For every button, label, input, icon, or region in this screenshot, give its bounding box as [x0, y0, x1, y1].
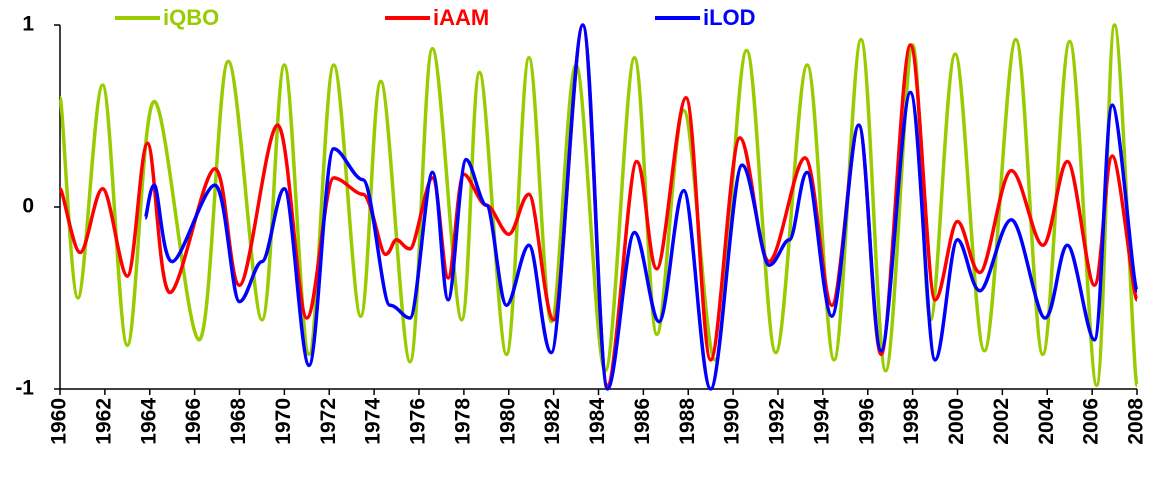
x-tick-label: 1964 — [137, 398, 160, 445]
x-tick-label: 1988 — [676, 398, 699, 445]
series-line — [58, 23, 1139, 388]
x-tick-label: 1962 — [92, 398, 115, 445]
legend-text: iQBO — [163, 5, 219, 30]
x-tick-label: 1998 — [900, 398, 923, 445]
y-tick-label: -1 — [15, 377, 34, 400]
x-tick-label: 1970 — [272, 398, 295, 445]
x-tick-label: 1994 — [810, 398, 833, 445]
y-tick-label: 0 — [22, 195, 34, 218]
legend-text: iAAM — [433, 5, 489, 30]
x-tick-label: 1976 — [407, 398, 430, 445]
x-tick-label: 1990 — [721, 398, 744, 445]
x-tick-label: 2008 — [1125, 398, 1148, 445]
x-tick-label: 2000 — [945, 398, 968, 445]
x-tick-label: 2006 — [1080, 398, 1103, 445]
x-tick-label: 1984 — [586, 398, 609, 445]
x-tick-label: 1966 — [182, 398, 205, 445]
x-tick-label: 1982 — [541, 398, 564, 445]
x-tick-label: 1986 — [631, 398, 654, 445]
legend-text: iLOD — [703, 5, 756, 30]
x-tick-label: 2002 — [990, 398, 1013, 445]
series-line — [143, 23, 1139, 391]
x-tick-label: 1968 — [227, 398, 250, 445]
x-tick-label: 1992 — [766, 398, 789, 445]
x-tick-label: 1960 — [48, 398, 71, 445]
x-tick-label: 1974 — [362, 398, 385, 445]
x-tick-label: 1972 — [317, 398, 340, 445]
x-tick-label: 1996 — [855, 398, 878, 445]
x-tick-label: 2004 — [1035, 398, 1058, 445]
x-tick-label: 1980 — [496, 398, 519, 445]
y-tick-label: 1 — [22, 13, 34, 36]
x-tick-label: 1978 — [451, 398, 474, 445]
